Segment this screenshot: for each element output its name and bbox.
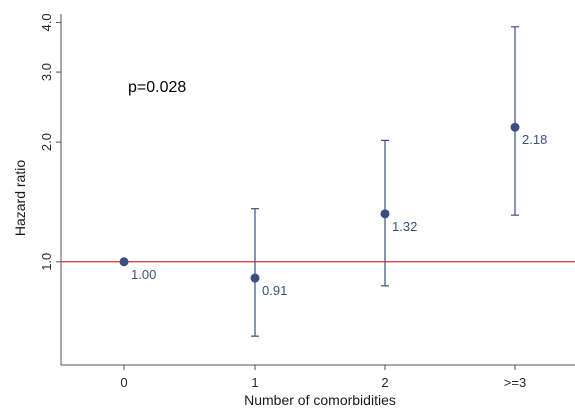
y-tick-label: 4.0 bbox=[39, 13, 54, 31]
data-point bbox=[380, 209, 390, 219]
x-tick-label: >=3 bbox=[504, 375, 526, 390]
x-tick-label: 2 bbox=[381, 375, 388, 390]
y-axis-title: Hazard ratio bbox=[12, 160, 28, 236]
p-value-annotation: p=0.028 bbox=[128, 79, 186, 96]
x-tick-label: 0 bbox=[120, 375, 127, 390]
data-value-label: 1.00 bbox=[131, 267, 156, 282]
x-tick-label: 1 bbox=[251, 375, 258, 390]
y-tick-label: 1.0 bbox=[39, 253, 54, 271]
data-point bbox=[510, 122, 520, 132]
y-tick-label: 3.0 bbox=[39, 63, 54, 81]
data-value-label: 0.91 bbox=[262, 283, 287, 298]
y-tick-label: 2.0 bbox=[39, 133, 54, 151]
data-point bbox=[250, 273, 260, 283]
data-value-label: 2.18 bbox=[522, 132, 547, 147]
data-value-label: 1.32 bbox=[392, 219, 417, 234]
data-marks: 1.00 0.91 1.32 2.18 bbox=[119, 26, 547, 337]
data-point bbox=[119, 257, 129, 267]
x-axis-title: Number of comorbidities bbox=[244, 392, 396, 408]
axes: 1.0 2.0 3.0 4.0 0 1 2 >=3 bbox=[39, 13, 575, 390]
